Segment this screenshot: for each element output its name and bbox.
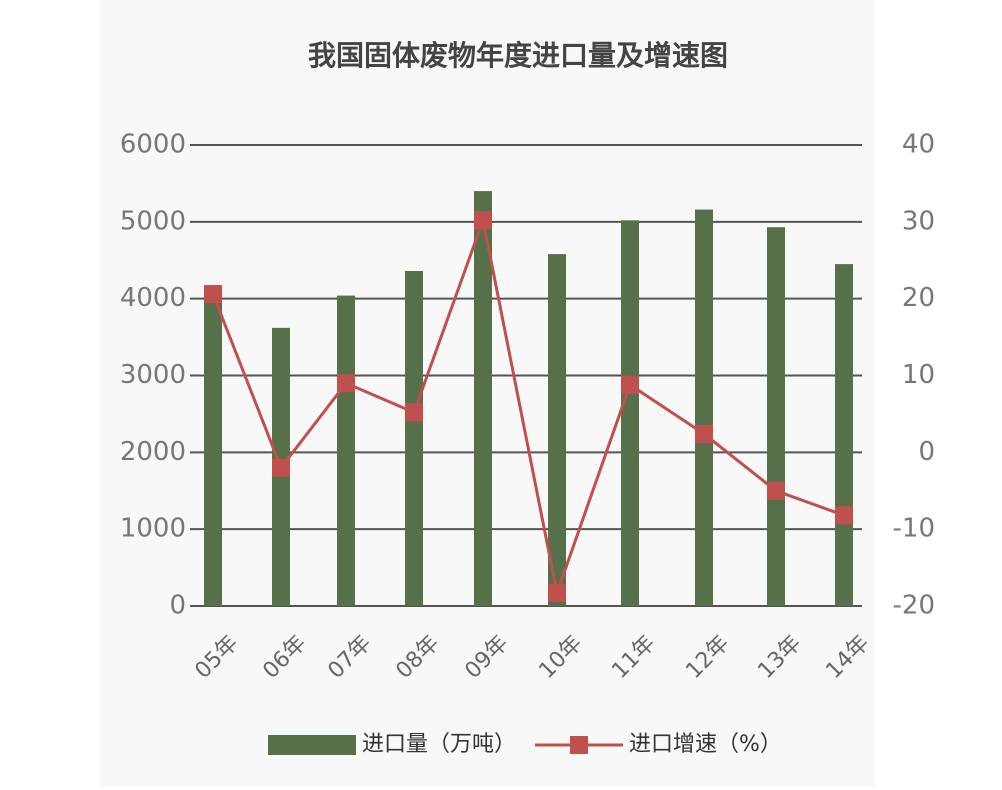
y-tick-label: 6000 [120,130,186,160]
y-tick-label: 3000 [120,360,186,390]
line-marker [695,424,713,443]
line-marker [621,375,639,394]
bar [474,191,492,606]
y-tick-label: 1000 [120,514,186,544]
line-marker [204,285,222,304]
bar [548,254,566,606]
y2-tick-label: 0 [918,437,935,467]
line-marker [337,374,355,393]
y-tick-label: 2000 [120,437,186,467]
y2-tick-label: 20 [902,283,935,313]
bar [337,295,355,606]
bar [621,220,639,606]
legend-label: 进口量（万吨） [362,732,516,757]
y2-tick-label: -10 [893,514,935,544]
legend-label: 进口增速（%） [629,732,782,757]
bar [405,271,423,606]
bar [204,294,222,606]
legend-swatch [268,735,356,755]
bar [695,209,713,607]
y2-tick-label: -20 [893,591,935,621]
line-marker [835,506,853,525]
line [211,214,845,599]
bar [835,264,853,606]
line-marker [767,481,785,500]
y-tick-label: 0 [169,591,186,621]
y2-tick-label: 10 [902,360,935,390]
legend-swatch [570,736,588,754]
line-marker [272,458,290,477]
bar [767,227,785,606]
y-tick-label: 4000 [120,283,186,313]
line-marker [405,403,423,422]
y2-tick-label: 30 [902,206,935,236]
y2-tick-label: 40 [902,130,935,160]
line-marker [474,211,492,230]
chart-title: 我国固体废物年度进口量及增速图 [308,39,728,72]
line-marker [548,583,566,602]
y-tick-label: 5000 [120,206,186,236]
